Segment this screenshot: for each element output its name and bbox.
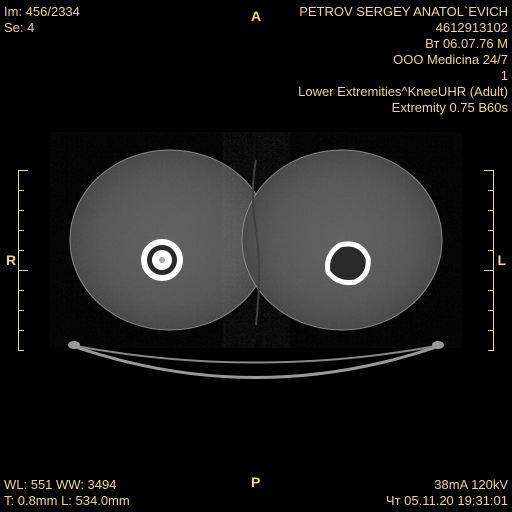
image-number: Im: 456/2334 [4, 4, 80, 19]
facility: OOO Medicina 24/7 [393, 52, 508, 67]
ruler-right [493, 170, 494, 350]
ct-scan-image [50, 130, 462, 410]
thickness: T: 0.8mm L: 534.0mm [4, 493, 130, 508]
marker-left: L [497, 252, 506, 268]
series-num: 1 [501, 68, 508, 83]
scan-params: Extremity 0.75 B60s [392, 100, 508, 115]
series-number: Se: 4 [4, 20, 34, 35]
marker-anterior: A [251, 8, 261, 24]
datetime: Чт 05.11.20 19:31:01 [386, 493, 508, 508]
ruler-left [18, 170, 19, 350]
marker-posterior: P [251, 474, 260, 490]
patient-dob: Вт 06.07.76 M [425, 36, 508, 51]
exposure: 38mA 120kV [434, 477, 508, 492]
patient-name: PETROV SERGEY ANATOL`EVICH [299, 4, 508, 19]
marker-right: R [6, 252, 16, 268]
window-level: WL: 551 WW: 3494 [4, 477, 116, 492]
protocol: Lower Extremities^KneeUHR (Adult) [298, 84, 508, 99]
patient-id: 4612913102 [436, 20, 508, 35]
